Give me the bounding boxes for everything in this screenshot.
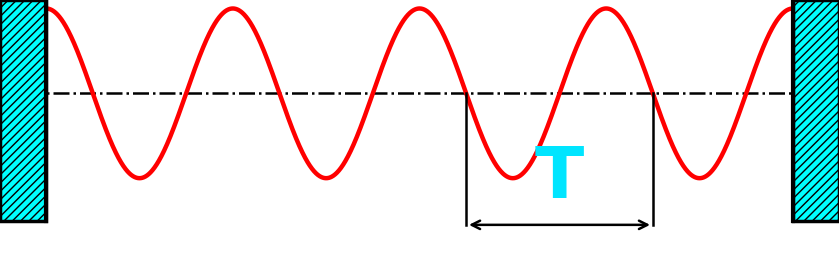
Bar xyxy=(0,0,46,221)
Text: T: T xyxy=(535,144,584,213)
Bar xyxy=(793,0,839,221)
